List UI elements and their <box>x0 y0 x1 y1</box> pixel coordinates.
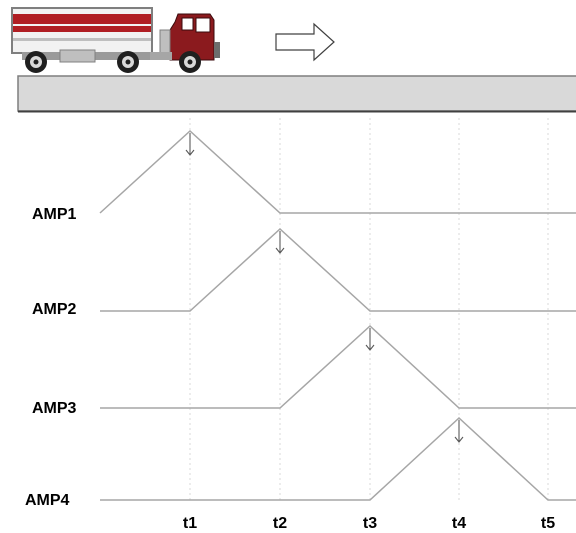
road <box>17 75 576 112</box>
signal-label-amp2: AMP2 <box>32 301 77 318</box>
peak-arrow-icon <box>275 231 285 254</box>
time-tick-t1: t1 <box>183 515 197 532</box>
peak-arrow-icon <box>365 328 375 351</box>
signal-trace-amp3 <box>100 324 576 409</box>
peak-arrow-icon <box>185 133 195 156</box>
peak-arrow-icon <box>454 420 464 443</box>
signal-label-amp3: AMP3 <box>32 400 77 417</box>
signal-traces <box>99 129 576 501</box>
signal-trace-amp1 <box>99 129 576 214</box>
truck-icon <box>11 7 220 73</box>
signal-trace-amp4 <box>100 416 576 501</box>
signal-trace-amp2 <box>100 227 576 312</box>
signal-label-amp1: AMP1 <box>32 206 77 223</box>
right-arrow-icon <box>275 22 335 62</box>
signal-label-amp4: AMP4 <box>25 492 70 509</box>
time-tick-t5: t5 <box>541 515 555 532</box>
time-tick-t4: t4 <box>452 515 466 532</box>
signal-labels: AMP1 AMP2 AMP3 AMP4 <box>25 206 77 509</box>
time-axis: t1 t2 t3 t4 t5 <box>183 515 555 532</box>
time-tick-t3: t3 <box>363 515 377 532</box>
time-tick-t2: t2 <box>273 515 287 532</box>
